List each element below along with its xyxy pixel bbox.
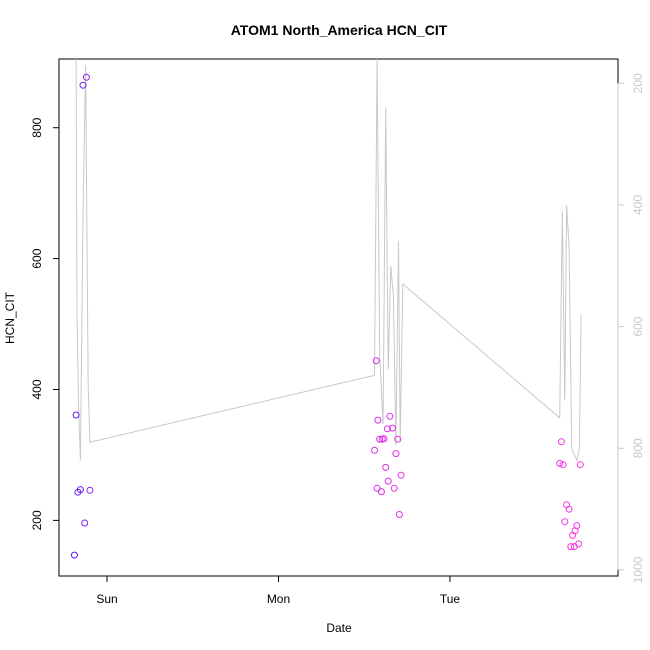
data-point xyxy=(382,463,390,471)
data-point xyxy=(559,461,567,469)
data-point xyxy=(395,511,403,518)
data-point xyxy=(79,81,87,89)
data-point xyxy=(575,540,583,548)
y-axis: 200 400 600 800 xyxy=(30,117,59,530)
data-point xyxy=(372,357,380,365)
y-axis-label: HCN_CIT xyxy=(3,291,17,344)
data-point xyxy=(86,486,94,494)
data-point xyxy=(371,446,378,454)
x-tick-label: Sun xyxy=(96,592,117,606)
data-point xyxy=(394,435,402,443)
right-y-tick-label: 600 xyxy=(631,316,645,336)
data-point xyxy=(377,488,385,496)
data-point xyxy=(81,519,89,527)
data-point xyxy=(76,486,84,494)
right-y-tick-label: 1000 xyxy=(631,556,645,583)
data-point xyxy=(567,543,575,551)
data-point xyxy=(386,412,394,420)
x-axis: Sun Mon Tue xyxy=(96,576,460,606)
x-tick-label: Mon xyxy=(267,592,290,606)
x-axis-label: Date xyxy=(326,621,352,635)
data-point xyxy=(565,505,573,513)
data-point xyxy=(389,424,396,432)
data-point xyxy=(556,459,564,467)
data-point xyxy=(374,416,382,424)
data-point xyxy=(573,522,581,530)
data-point xyxy=(392,450,400,458)
plot-area-frame xyxy=(58,58,619,577)
chart-title: ATOM1 North_America HCN_CIT xyxy=(231,22,448,38)
data-point xyxy=(561,518,569,526)
data-point xyxy=(72,411,80,419)
data-point xyxy=(390,484,398,492)
y-tick-label: 200 xyxy=(30,510,44,530)
series-line xyxy=(75,58,582,463)
right-y-tick-label: 200 xyxy=(631,73,645,93)
right-y-tick-label: 800 xyxy=(631,438,645,458)
y-tick-label: 800 xyxy=(30,117,44,137)
y-tick-label: 400 xyxy=(30,379,44,399)
x-tick-label: Tue xyxy=(440,592,461,606)
data-point xyxy=(384,477,392,485)
data-point xyxy=(380,435,388,443)
data-point xyxy=(373,484,381,492)
line-layer xyxy=(75,58,582,463)
data-point xyxy=(70,551,78,559)
points-layer xyxy=(70,73,584,559)
right-y-tick-label: 400 xyxy=(631,195,645,215)
data-point xyxy=(82,73,90,81)
y-axis-right: 200 400 600 800 1000 xyxy=(617,73,645,583)
data-point xyxy=(383,425,391,433)
data-point xyxy=(576,461,584,469)
data-point xyxy=(397,471,405,479)
data-point xyxy=(376,435,384,443)
y-tick-label: 600 xyxy=(30,248,44,268)
data-point xyxy=(557,438,565,446)
